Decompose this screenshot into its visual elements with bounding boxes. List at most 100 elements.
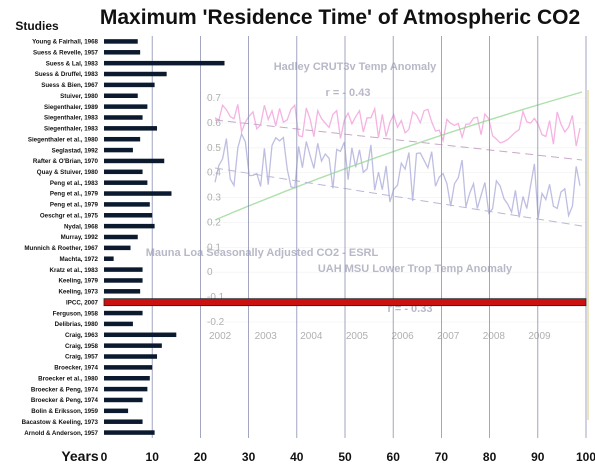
category-label: Siegenthaler, 1983	[44, 126, 99, 133]
bar	[104, 256, 114, 261]
x-tick-label: 40	[290, 450, 304, 464]
category-label: Bolin & Eriksson, 1959	[31, 408, 98, 415]
bar	[104, 408, 129, 414]
bar	[104, 365, 153, 370]
category-label: Craig, 1957	[65, 354, 99, 361]
bar	[104, 310, 143, 316]
category-label: Broecker & Peng, 1974	[31, 397, 99, 404]
x-tick-label: 80	[483, 450, 497, 464]
category-label: Delibrias, 1980	[55, 321, 99, 328]
category-label: Peng et al., 1979	[50, 202, 99, 209]
uah-trend	[214, 167, 583, 227]
inset-y-tick: 0	[207, 267, 213, 278]
category-label: Suess & Revelle, 1957	[33, 49, 99, 56]
uah-trace	[214, 132, 581, 219]
category-label: Broecker et al., 1980	[38, 375, 98, 382]
chart-title: Maximum 'Residence Time' of Atmospheric …	[100, 6, 580, 29]
hadley-trace	[214, 103, 581, 147]
bar	[104, 115, 143, 120]
x-ticks: 0 10 20 30 40 50 60 70 80 90 100	[101, 450, 595, 464]
category-label: Seglastad, 1992	[52, 147, 99, 154]
bar	[104, 104, 148, 109]
x-tick-label: 30	[242, 450, 256, 464]
bar	[104, 39, 138, 44]
category-labels: Young & Fairhall, 1968 Suess & Revelle, 1…	[22, 39, 99, 437]
category-label: Broecker & Peng, 1974	[31, 386, 99, 393]
inset-x-tick: 2009	[528, 331, 551, 342]
x-tick-label: 90	[531, 450, 545, 464]
mauna-loa-trace	[214, 91, 583, 221]
category-label: Nydal, 1968	[64, 223, 99, 230]
bar	[104, 71, 167, 77]
bar	[104, 50, 141, 55]
category-label: Peng et al., 1983	[50, 180, 99, 187]
category-label: Stuiver, 1980	[60, 93, 98, 100]
inset-y-tick: 0.1	[207, 242, 221, 253]
inset-x-tick: 2003	[255, 331, 278, 342]
uah-label: UAH MSU Lower Trop Temp Anomaly	[318, 263, 513, 275]
inset-y-tick: -0.1	[207, 292, 225, 303]
bar	[104, 321, 133, 327]
x-tick-label: 20	[194, 450, 208, 464]
category-label: Ferguson, 1958	[53, 310, 99, 317]
inset-overlay: 0.7 0.6 0.5 0.4 0.3 0.2 0.1 0 -0.1 -0.2 2002 2003 20…	[146, 61, 589, 420]
inset-y-tick: 0.7	[207, 93, 221, 104]
category-header: Studies	[15, 19, 59, 33]
x-tick-label: 70	[435, 450, 449, 464]
x-tick-label: 100	[576, 450, 595, 464]
category-label: Broecker, 1974	[54, 365, 98, 372]
bar	[104, 332, 177, 338]
bar	[104, 375, 150, 381]
inset-x-tick: 2008	[483, 331, 506, 342]
bar	[104, 245, 131, 251]
category-label: Bacastow & Keeling, 1973	[22, 419, 99, 426]
inset-x-tick: 2005	[346, 331, 369, 342]
inset-x-tick: 2007	[437, 331, 460, 342]
category-label: Arnold & Anderson, 1957	[24, 430, 98, 437]
hadley-trend	[214, 119, 583, 161]
mauna-loa-label: Mauna Loa Seasonally Adjusted CO2 - ESRL	[146, 247, 379, 259]
bar	[104, 234, 138, 240]
category-label: Rafter & O'Brian, 1970	[33, 158, 99, 165]
category-label: Murray, 1992	[61, 234, 99, 241]
inset-y-tick: -0.2	[207, 317, 225, 328]
inset-y-tick: 0.2	[207, 217, 221, 228]
category-label: IPCC, 2007	[66, 299, 99, 306]
bar	[104, 147, 133, 153]
bar	[104, 223, 155, 229]
bar	[104, 343, 162, 348]
bar	[104, 169, 143, 175]
bar	[104, 93, 138, 99]
inset-x-tick: 2006	[392, 331, 415, 342]
category-label: Siegenthaler, 1989	[44, 104, 99, 111]
category-label: Quay & Stuiver, 1980	[37, 169, 99, 176]
category-label: Suess & Lal, 1983	[46, 60, 99, 67]
bar	[104, 202, 150, 207]
bar	[104, 191, 172, 196]
x-tick-label: 0	[101, 450, 108, 464]
category-label: Machta, 1972	[59, 256, 98, 263]
bar	[104, 354, 158, 359]
inset-y-tick: 0.5	[207, 143, 221, 154]
bar	[104, 136, 141, 142]
category-label: Craig, 1963	[65, 332, 99, 339]
bar	[104, 60, 225, 66]
inset-x-tick: 2004	[300, 331, 323, 342]
category-label: Keeling, 1973	[58, 289, 98, 296]
x-tick-label: 60	[387, 450, 401, 464]
x-tick-label: 10	[146, 450, 160, 464]
category-label: Oeschgr et al., 1975	[40, 212, 99, 219]
x-tick-label: 50	[338, 450, 352, 464]
inset-y-tick: 0.3	[207, 193, 221, 204]
bar	[104, 82, 155, 88]
hadley-label: Hadley CRUT3v Temp Anomaly	[274, 61, 437, 73]
category-label: Siegenthaler, 1983	[44, 115, 99, 122]
bar	[104, 289, 141, 294]
bar	[104, 158, 165, 164]
category-label: Peng et al., 1979	[50, 191, 99, 198]
bar-highlight	[103, 298, 587, 307]
category-label: Young & Fairhall, 1968	[32, 39, 98, 46]
category-label: Suess & Druffel, 1983	[35, 71, 99, 78]
category-label: Siegenthaler et al., 1980	[28, 136, 99, 143]
